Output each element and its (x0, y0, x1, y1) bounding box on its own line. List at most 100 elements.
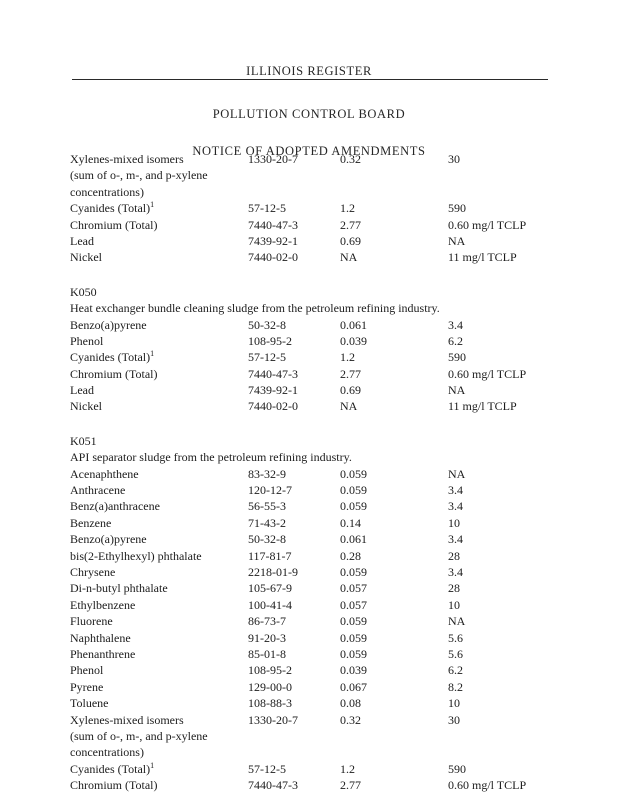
table-row: Xylenes-mixed isomers 1330-20-7 0.32 30 (0, 713, 618, 729)
table-row: Anthracene 120-12-7 0.059 3.4 (0, 483, 618, 499)
row-treatment-limit: NA (448, 233, 466, 248)
row-cas-number: 7439-92-1 (248, 233, 298, 248)
table-row: (sum of o-, m-, and p-xylene (0, 729, 618, 745)
table-row: Fluorene 86-73-7 0.059 NA (0, 614, 618, 630)
row-cas-number: 7440-02-0 (248, 250, 298, 265)
row-chemical-name: Ethylbenzene (70, 597, 136, 612)
table-row: Benz(a)anthracene 56-55-3 0.059 3.4 (0, 499, 618, 515)
row-chemical-name: Chromium (Total) (70, 217, 158, 232)
row-treatment-limit: 3.4 (448, 317, 463, 332)
row-chemical-name: Xylenes-mixed isomers (70, 152, 184, 166)
notice-title: NOTICE OF ADOPTED AMENDMENTS (192, 144, 426, 158)
row-concentration-value: 0.057 (340, 597, 367, 612)
row-chemical-name: Pyrene (70, 679, 104, 694)
row-concentration-value: 0.059 (340, 630, 367, 645)
row-treatment-limit: 28 (448, 548, 460, 563)
table-row: Nickel 7440-02-0 NA 11 mg/l TCLP (0, 250, 618, 266)
row-chemical-name: (sum of o-, m-, and p-xylene (70, 168, 208, 183)
row-cas-number: 7440-47-3 (248, 366, 298, 381)
row-concentration-value: 0.32 (340, 712, 361, 727)
row-concentration-value: 0.059 (340, 564, 367, 579)
row-cas-number: 7440-47-3 (248, 217, 298, 232)
row-treatment-limit: 590 (448, 201, 466, 216)
row-cas-number: 83-32-9 (248, 466, 286, 481)
table-row: Phenanthrene 85-01-8 0.059 5.6 (0, 647, 618, 663)
row-chemical-name: Chrysene (70, 564, 116, 579)
row-cas-number: 105-67-9 (248, 581, 292, 596)
row-chemical-name: Phenol (70, 663, 104, 678)
row-chemical-name: Anthracene (70, 483, 126, 498)
row-chemical-name: Cyanides (Total)1 (70, 760, 155, 776)
row-treatment-limit: 10 (448, 515, 460, 530)
row-treatment-limit: NA (448, 614, 466, 629)
row-chemical-name: Fluorene (70, 614, 113, 629)
row-treatment-limit: 3.4 (448, 532, 463, 547)
row-cas-number: 117-81-7 (248, 548, 292, 563)
row-concentration-value: 0.059 (340, 614, 367, 629)
row-cas-number: 91-20-3 (248, 630, 286, 645)
row-chemical-name: concentrations) (70, 745, 144, 760)
table-row: Nickel 7440-02-0 NA 11 mg/l TCLP (0, 399, 618, 415)
row-cas-number: 120-12-7 (248, 483, 292, 498)
footnote-marker: 1 (150, 200, 155, 210)
table-row: Phenol 108-95-2 0.039 6.2 (0, 663, 618, 679)
row-treatment-limit: 6.2 (448, 663, 463, 678)
table-row: Ethylbenzene 100-41-4 0.057 10 (0, 598, 618, 614)
row-chemical-name: Phenanthrene (70, 646, 136, 661)
row-treatment-limit: 0.60 mg/l TCLP (448, 778, 527, 793)
row-cas-number: 86-73-7 (248, 614, 286, 629)
table-row: Benzo(a)pyrene 50-32-8 0.061 3.4 (0, 318, 618, 334)
row-concentration-value: 0.057 (340, 581, 367, 596)
row-chemical-name: Phenol (70, 333, 104, 348)
waste-code-description: API separator sludge from the petroleum … (0, 450, 618, 466)
row-concentration-value: NA (340, 250, 358, 265)
row-treatment-limit: 3.4 (448, 483, 463, 498)
row-treatment-limit: 0.60 mg/l TCLP (448, 366, 527, 381)
table-row: Benzene 71-43-2 0.14 10 (0, 516, 618, 532)
row-cas-number: 50-32-8 (248, 317, 286, 332)
table-row: Toluene 108-88-3 0.08 10 (0, 696, 618, 712)
row-concentration-value: 1.2 (340, 201, 355, 216)
table-row: Acenaphthene 83-32-9 0.059 NA (0, 467, 618, 483)
row-concentration-value: 0.059 (340, 466, 367, 481)
row-concentration-value: 2.77 (340, 217, 361, 232)
row-concentration-value: NA (340, 399, 358, 414)
row-treatment-limit: 28 (448, 581, 460, 596)
row-cas-number: 50-32-8 (248, 532, 286, 547)
row-chemical-name: Di-n-butyl phthalate (70, 581, 168, 596)
row-treatment-limit: 0.60 mg/l TCLP (448, 217, 527, 232)
section-spacer (0, 416, 618, 434)
row-chemical-name: Nickel (70, 250, 102, 265)
row-concentration-value: 0.08 (340, 696, 361, 711)
table-row: bis(2-Ethylhexyl) phthalate 117-81-7 0.28 2… (0, 549, 618, 565)
row-treatment-limit: 3.4 (448, 564, 463, 579)
register-title: ILLINOIS REGISTER (246, 64, 372, 78)
row-chemical-name: Benzo(a)pyrene (70, 317, 147, 332)
row-chemical-name: Nickel (70, 399, 102, 414)
table-row: Chromium (Total) 7440-47-3 2.77 0.60 mg/l T… (0, 218, 618, 234)
row-cas-number: 1330-20-7 (248, 712, 298, 727)
waste-code-description: Heat exchanger bundle cleaning sludge fr… (0, 301, 618, 317)
row-concentration-value: 0.69 (340, 233, 361, 248)
row-chemical-name: Lead (70, 233, 94, 248)
row-concentration-value: 0.28 (340, 548, 361, 563)
row-chemical-name: Chromium (Total) (70, 366, 158, 381)
row-cas-number: 7440-47-3 (248, 778, 298, 793)
waste-code-label: K051 (70, 433, 97, 448)
row-treatment-limit: 3.4 (448, 499, 463, 514)
row-concentration-value: 0.059 (340, 499, 367, 514)
row-chemical-name: (sum of o-, m-, and p-xylene (70, 728, 208, 743)
row-concentration-value: 0.32 (340, 152, 361, 166)
row-chemical-name: Acenaphthene (70, 466, 139, 481)
waste-code-label: K050 (70, 284, 97, 299)
row-treatment-limit: 10 (448, 597, 460, 612)
row-treatment-limit: 30 (448, 152, 460, 166)
row-chemical-name: bis(2-Ethylhexyl) phthalate (70, 548, 202, 563)
header-horizontal-rule (72, 79, 548, 80)
row-treatment-limit: 11 mg/l TCLP (448, 250, 517, 265)
row-chemical-name: concentrations) (70, 184, 144, 199)
table-row: Lead 7439-92-1 0.69 NA (0, 234, 618, 250)
row-concentration-value: 0.061 (340, 532, 367, 547)
row-cas-number: 7439-92-1 (248, 383, 298, 398)
